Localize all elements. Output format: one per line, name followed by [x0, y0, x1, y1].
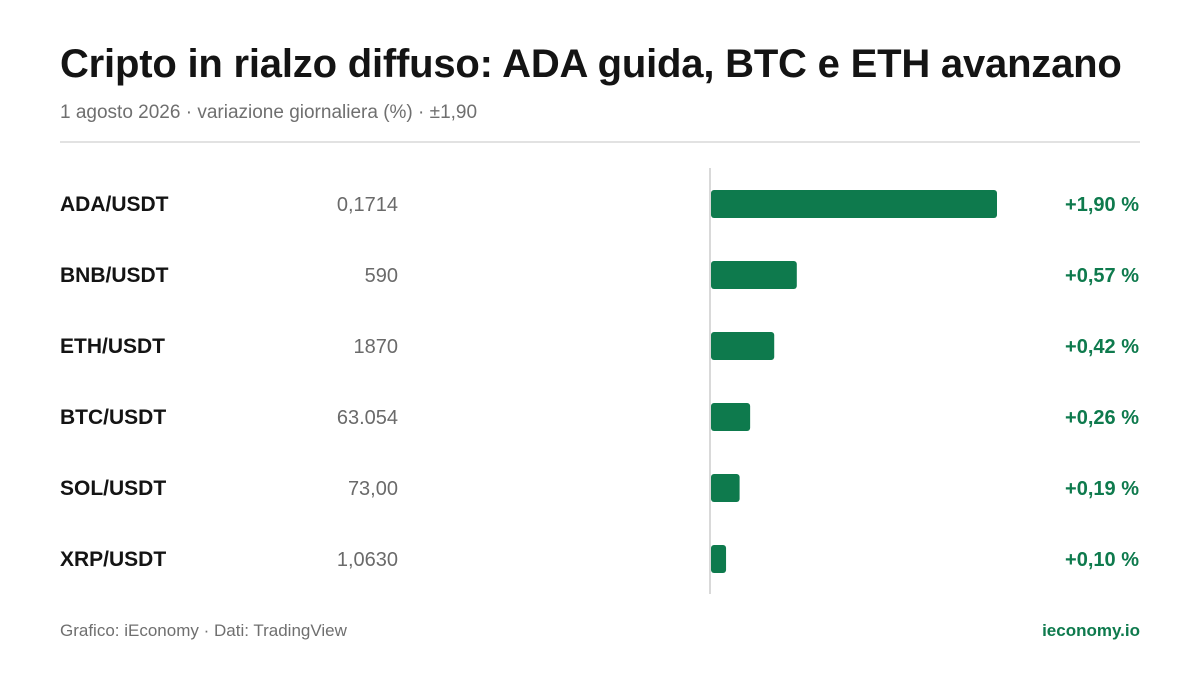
chart-row: ETH/USDT 1870 +0,42 %: [60, 332, 1139, 360]
chart-row: XRP/USDT 1,0630 +0,10 %: [60, 545, 1139, 573]
change-value-label: +0,26 %: [1065, 407, 1139, 429]
bar: [711, 261, 797, 289]
pair-label: ADA/USDT: [60, 193, 169, 216]
chart-row: ADA/USDT 0,1714 +1,90 %: [60, 190, 1139, 218]
price-label: 590: [365, 265, 398, 287]
price-label: 73,00: [348, 478, 398, 500]
bar: [711, 332, 775, 360]
footer-source: Grafico: iEconomy · Dati: TradingView: [60, 621, 347, 640]
chart-row: BTC/USDT 63.054 +0,26 %: [60, 403, 1139, 431]
pair-label: BNB/USDT: [60, 264, 169, 287]
chart-row: BNB/USDT 590 +0,57 %: [60, 261, 1139, 289]
bar: [711, 403, 751, 431]
price-label: 1870: [354, 336, 399, 358]
chart-title: Cripto in rialzo diffuso: ADA guida, BTC…: [60, 42, 1122, 86]
footer-brand-link[interactable]: ieconomy.io: [1042, 621, 1140, 640]
chart-subtitle: 1 agosto 2026 · variazione giornaliera (…: [60, 102, 478, 123]
bar: [711, 474, 740, 502]
price-label: 0,1714: [337, 194, 398, 216]
change-value-label: +1,90 %: [1065, 194, 1139, 216]
bar: [711, 190, 997, 218]
pair-label: XRP/USDT: [60, 548, 166, 571]
price-label: 1,0630: [337, 549, 398, 571]
change-value-label: +0,42 %: [1065, 336, 1139, 358]
pair-label: SOL/USDT: [60, 477, 166, 500]
header-divider: [60, 141, 1140, 143]
price-label: 63.054: [337, 407, 398, 429]
pair-label: BTC/USDT: [60, 406, 166, 429]
change-value-label: +0,10 %: [1065, 549, 1139, 571]
change-value-label: +0,19 %: [1065, 478, 1139, 500]
chart-row: SOL/USDT 73,00 +0,19 %: [60, 474, 1139, 502]
pair-label: ETH/USDT: [60, 335, 165, 358]
change-value-label: +0,57 %: [1065, 265, 1139, 287]
bar: [711, 545, 727, 573]
